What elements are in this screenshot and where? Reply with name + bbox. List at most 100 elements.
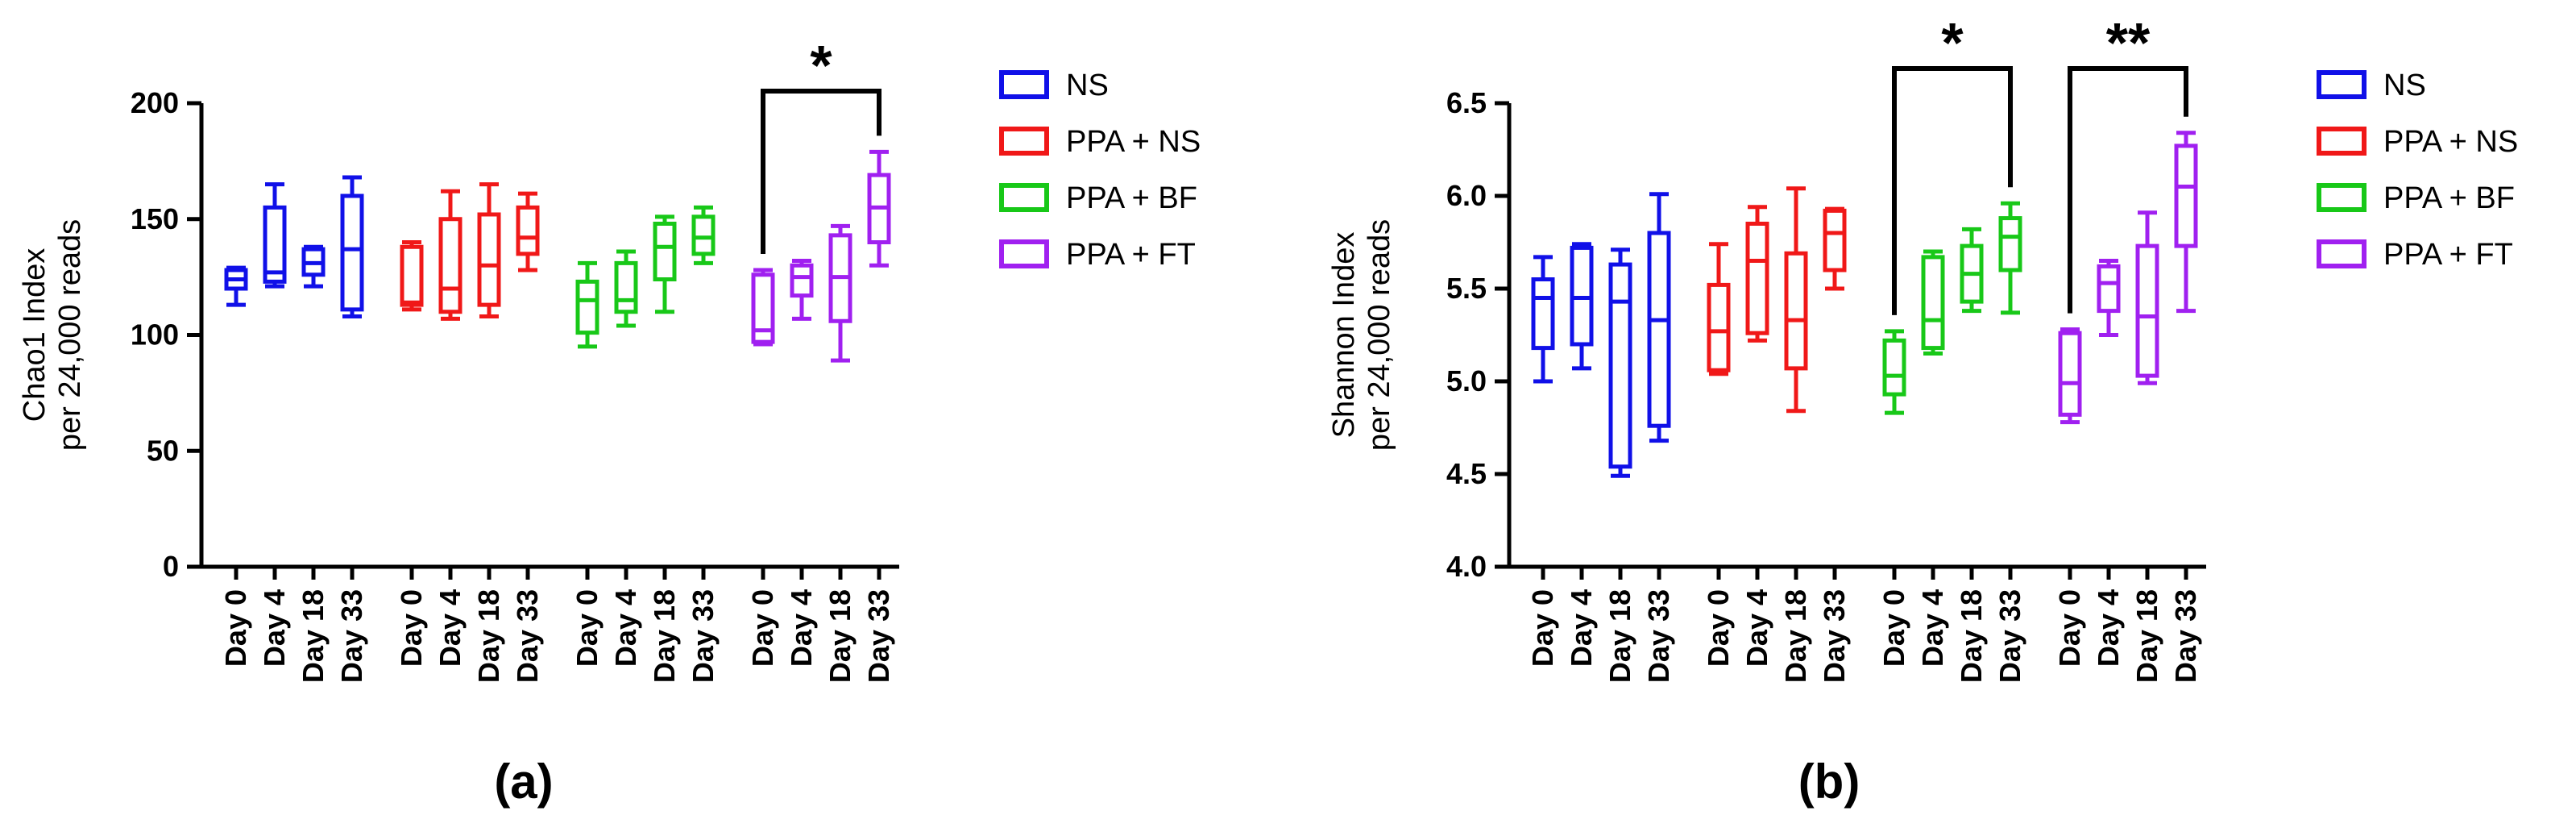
significance-label: * (810, 34, 832, 97)
x-tick-label: Day 18 (472, 589, 505, 683)
box-plot (263, 182, 287, 289)
box-rect (790, 263, 814, 298)
x-tick-label: Day 33 (862, 589, 895, 683)
y-tick-label: 4.5 (1446, 457, 1487, 490)
box-plot (1745, 205, 1769, 343)
box-rect (1784, 251, 1808, 371)
legend-label: PPA + NS (2383, 125, 2518, 159)
x-tick-label: Day 18 (1603, 589, 1636, 683)
significance-bracket (761, 89, 881, 254)
y-tick-label: 6.5 (1446, 86, 1487, 119)
legend-item: PPA + FT (2317, 238, 2513, 272)
box-plot (1960, 227, 1984, 314)
x-tick-label: Day 18 (823, 589, 857, 683)
y-tick-label: 6.0 (1446, 179, 1487, 212)
legend-label: PPA + FT (2383, 238, 2513, 272)
x-tick-label: Day 18 (1779, 589, 1812, 683)
box-plot (438, 189, 463, 321)
box-plot (1608, 247, 1632, 478)
box-rect (2058, 331, 2082, 417)
significance-bracket (2068, 66, 2188, 314)
box-rect (340, 193, 364, 312)
box-rect (400, 244, 424, 307)
box-plot (575, 260, 599, 349)
x-tick-label: Day 4 (433, 589, 467, 667)
box-plot (340, 175, 364, 318)
x-tick-label: Day 4 (1916, 589, 1949, 667)
box-rect (1921, 255, 1945, 351)
x-tick-label: Day 0 (570, 589, 604, 667)
panel-b-shannon-chart: 4.0 4.5 5.0 5.5 6.0 6.5 Shannon Indexper 24,00… (1327, 11, 2518, 809)
box-rect (1531, 277, 1555, 351)
box-rect (2135, 243, 2159, 378)
box-plot (400, 240, 424, 312)
legend-label: NS (1066, 69, 1109, 102)
x-tick-label: Day 0 (1702, 589, 1735, 667)
x-tick-label: Day 33 (511, 589, 544, 683)
significance-label: * (1941, 11, 1964, 74)
y-tick-label: 150 (131, 202, 179, 235)
y-tick-label: 50 (147, 434, 179, 467)
legend-swatch (999, 239, 1049, 268)
box-rect (438, 217, 463, 314)
x-tick-label: Day 0 (1877, 589, 1910, 667)
x-tick-label: Day 0 (219, 589, 252, 667)
x-tick-label: Day 33 (1642, 589, 1675, 683)
legend-swatch (999, 183, 1049, 212)
box-plot (1998, 201, 2022, 315)
box-plot (2174, 131, 2198, 314)
legend-item: PPA + BF (999, 181, 1197, 215)
legend-swatch (999, 70, 1049, 99)
box-rect (653, 222, 677, 281)
box-plot (477, 182, 501, 318)
box-plot (1707, 242, 1731, 376)
box-plot (516, 191, 540, 272)
box-rect (1707, 282, 1731, 372)
y-axis-label: Shannon Indexper 24,000 reads (1327, 219, 1396, 451)
x-tick-label: Day 4 (1740, 589, 1773, 667)
y-axis-label-line: per 24,000 reads (53, 219, 87, 451)
y-tick-label: 4.0 (1446, 550, 1487, 583)
box-plot (1647, 192, 1671, 443)
box-plot (1921, 249, 1945, 356)
panel-label: (b) (1798, 755, 1860, 809)
box-plot (1882, 329, 1906, 415)
x-tick-label: Day 4 (2092, 589, 2125, 667)
legend-swatch (2317, 239, 2367, 268)
box-plot (691, 205, 716, 265)
x-tick-label: Day 33 (687, 589, 720, 683)
x-tick-label: Day 0 (1526, 589, 1559, 667)
box-rect (1882, 338, 1906, 397)
box-plot (1531, 255, 1555, 384)
x-tick-label: Day 18 (1955, 589, 1988, 683)
x-tick-label: Day 18 (297, 589, 330, 683)
x-tick-label: Day 18 (648, 589, 681, 683)
x-tick-label: Day 33 (1993, 589, 2026, 683)
box-plot (2135, 210, 2159, 385)
legend-swatch (999, 127, 1049, 156)
y-axis-label-line: per 24,000 reads (1363, 219, 1396, 451)
box-rect (2097, 264, 2121, 314)
box-plot (790, 259, 814, 321)
y-tick-label: 5.5 (1446, 272, 1487, 305)
y-tick-label: 200 (131, 86, 179, 119)
box-plot (224, 265, 248, 307)
legend-swatch (2317, 70, 2367, 99)
legend-swatch (2317, 183, 2367, 212)
x-tick-label: Day 4 (609, 589, 642, 667)
legend-item: PPA + NS (2317, 125, 2518, 159)
box-rect (516, 205, 540, 256)
legend-item: NS (2317, 69, 2426, 102)
box-rect (263, 205, 287, 284)
x-tick-label: Day 0 (2053, 589, 2086, 667)
x-tick-label: Day 0 (746, 589, 779, 667)
x-tick-label: Day 0 (395, 589, 428, 667)
box-plot (1823, 206, 1847, 291)
x-tick-label: Day 33 (335, 589, 368, 683)
box-plot (614, 249, 638, 328)
box-rect (477, 212, 501, 307)
box-rect (1647, 231, 1671, 428)
legend-swatch (2317, 127, 2367, 156)
box-rect (691, 214, 716, 256)
y-axis-label-line: Chao1 Index (18, 248, 52, 422)
